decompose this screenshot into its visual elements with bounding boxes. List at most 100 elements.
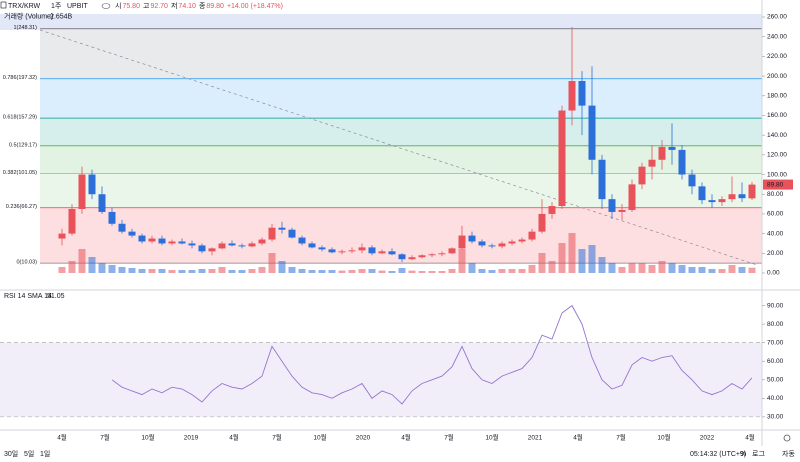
x-tick-label: 7월 <box>272 433 282 442</box>
candle-body <box>148 238 156 242</box>
auto-toggle[interactable]: 자동 <box>782 449 795 458</box>
candle-body <box>598 159 606 200</box>
candle-body <box>168 241 176 244</box>
candle-body <box>178 241 186 244</box>
candle-body <box>128 231 136 236</box>
rsi-tick-label: 80.00 <box>767 321 784 328</box>
rsi-line <box>111 304 753 405</box>
candle-body <box>648 159 656 167</box>
fib-label: 0.786(197.32) <box>3 75 37 81</box>
volume-bar <box>268 253 276 273</box>
volume-bar <box>338 270 346 273</box>
candle-body <box>208 248 216 252</box>
range-button[interactable]: 1일 <box>40 449 50 458</box>
volume-bar <box>118 267 126 273</box>
volume-bar <box>498 269 506 273</box>
candle-body <box>688 174 696 187</box>
volume-bar <box>728 265 736 273</box>
candle-body <box>108 211 116 224</box>
volume-bar <box>388 271 396 273</box>
range-button[interactable]: 5일 <box>24 449 34 458</box>
candle-body <box>218 243 226 249</box>
candle-body <box>568 81 576 111</box>
candle-body <box>548 206 556 214</box>
volume-bar <box>438 271 446 273</box>
volume-bar <box>128 268 136 273</box>
volume-bar <box>418 271 426 273</box>
log-toggle[interactable]: 로그 <box>752 450 765 458</box>
candle-body <box>328 249 336 253</box>
candle-body <box>618 209 626 212</box>
candle-body <box>438 253 446 255</box>
candle-body <box>558 110 566 207</box>
volume-bar <box>508 269 516 273</box>
candle-body <box>348 250 356 252</box>
volume-bar <box>618 267 626 273</box>
volume-bar <box>288 267 296 273</box>
volume <box>58 233 756 273</box>
x-tick-label: 10월 <box>313 433 326 442</box>
settings-icon[interactable] <box>783 434 791 442</box>
candle-body <box>508 241 516 244</box>
range-button[interactable]: 30일 <box>4 449 18 458</box>
volume-bar <box>408 270 416 273</box>
candle-body <box>398 254 406 260</box>
candle-body <box>408 257 416 260</box>
volume-bar <box>718 269 726 273</box>
rsi-tick-label: 50.00 <box>767 376 784 383</box>
rsi-tick-label: 60.00 <box>767 358 784 365</box>
candle-body <box>58 233 66 239</box>
candle-body <box>228 243 236 246</box>
axes: 0.00 20.00 40.00 60.00 80.00 100.00 120.00 140.… <box>57 14 793 442</box>
x-tick-label: 4월 <box>745 433 755 442</box>
fib-label: 1(248.31) <box>13 25 37 31</box>
rsi-tick-label: 30.00 <box>767 414 784 421</box>
candle-body <box>518 239 526 242</box>
volume-bar <box>188 270 196 273</box>
candle-body <box>498 243 506 247</box>
volume-bar <box>608 263 616 273</box>
volume-bar <box>478 269 486 273</box>
interval[interactable]: 1주 <box>51 2 62 10</box>
candle-body <box>88 174 96 195</box>
volume-bar <box>428 271 436 273</box>
footer-bg <box>0 446 800 462</box>
volume-bar <box>628 263 636 273</box>
volume-bar <box>698 267 706 273</box>
volume-bar <box>528 265 536 273</box>
x-tick-label: 2022 <box>700 435 715 442</box>
candle-body <box>248 243 256 247</box>
rsi-tick-label: 40.00 <box>767 395 784 402</box>
y-tick-label: 260.00 <box>767 14 787 21</box>
visibility-icon[interactable] <box>101 3 111 9</box>
candle-body <box>718 199 726 203</box>
volume-bar <box>278 261 286 273</box>
candle-body <box>468 235 476 242</box>
volume-bar <box>678 265 686 273</box>
candle-body <box>578 81 586 106</box>
x-tick-label: 2019 <box>184 435 199 442</box>
volume-bar <box>168 270 176 273</box>
candle-body <box>158 238 166 244</box>
fib-label: 0.618(157.29) <box>3 115 37 121</box>
volume-bar <box>218 267 226 273</box>
volume-value: 2.654B <box>50 13 73 20</box>
fib-label: 0.5(129.17) <box>9 142 37 148</box>
candle-body <box>698 186 706 201</box>
ohlc-value: 89.80 <box>206 3 224 10</box>
collapse-icon[interactable] <box>0 1 7 9</box>
percent-toggle[interactable]: % <box>740 451 746 458</box>
volume-bar <box>398 268 406 273</box>
candle-body <box>278 227 286 230</box>
volume-bar <box>208 269 216 273</box>
candle-body <box>488 245 496 247</box>
ohlc-key: 저 <box>171 1 177 10</box>
volume-bar <box>328 270 336 273</box>
candle-body <box>658 146 666 160</box>
volume-bar <box>178 270 186 273</box>
y-tick-label: 240.00 <box>767 33 787 40</box>
volume-bar <box>558 243 566 273</box>
symbol[interactable]: TRX/KRW <box>8 3 41 10</box>
y-tick-label: 120.00 <box>767 152 787 159</box>
